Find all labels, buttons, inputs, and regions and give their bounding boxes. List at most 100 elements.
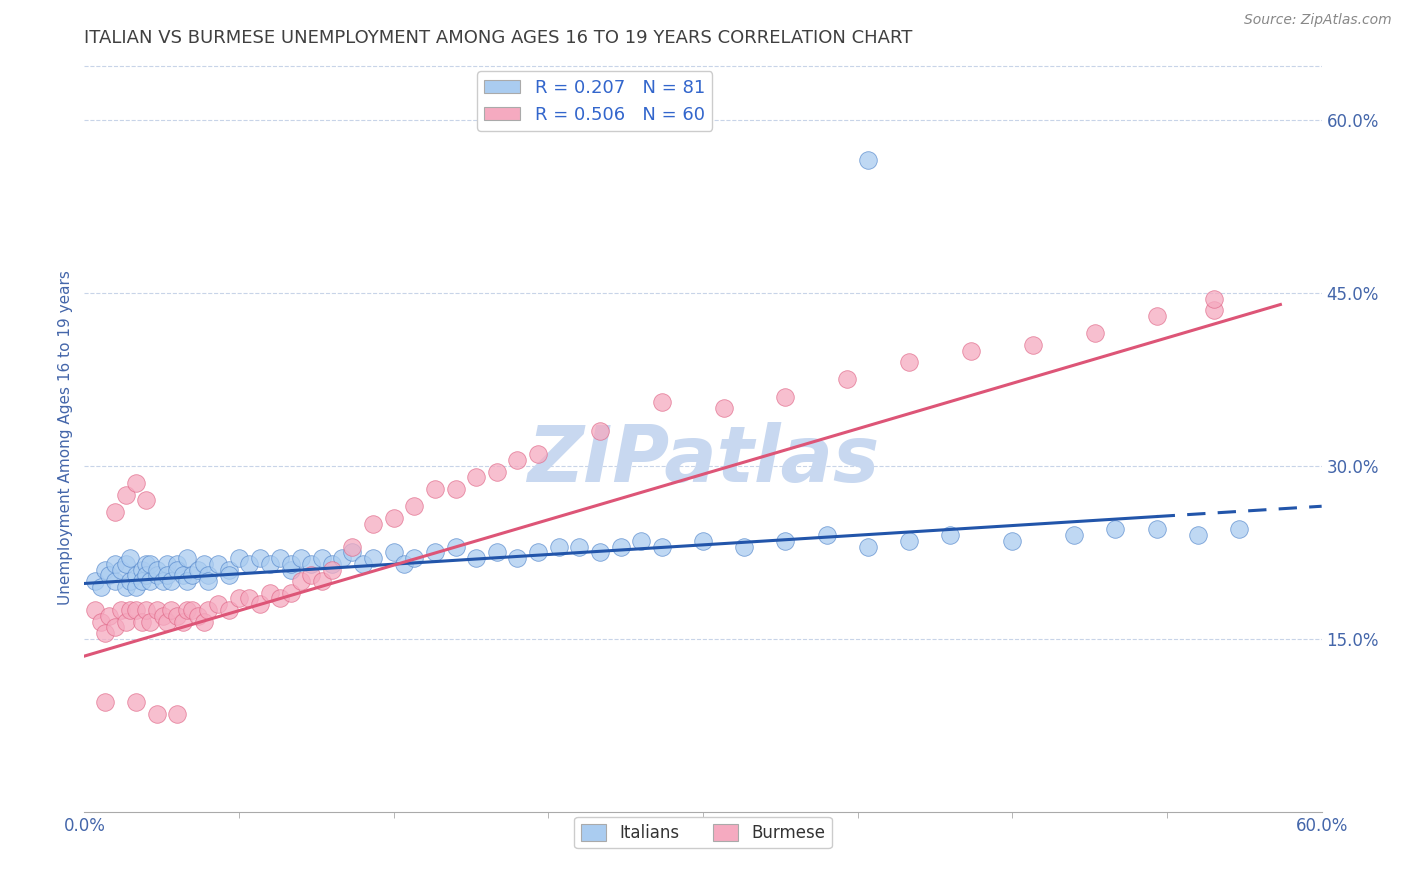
Point bbox=[152, 608, 174, 623]
Point bbox=[145, 563, 167, 577]
Point bbox=[280, 563, 302, 577]
Point bbox=[94, 695, 117, 709]
Point bbox=[423, 545, 446, 559]
Point bbox=[249, 551, 271, 566]
Point bbox=[187, 563, 209, 577]
Point bbox=[589, 545, 612, 559]
Point bbox=[160, 574, 183, 589]
Point bbox=[815, 528, 838, 542]
Point bbox=[118, 603, 141, 617]
Point bbox=[114, 615, 136, 629]
Point bbox=[118, 551, 141, 566]
Point bbox=[506, 551, 529, 566]
Point bbox=[290, 574, 312, 589]
Point bbox=[83, 603, 105, 617]
Point bbox=[156, 568, 179, 582]
Point bbox=[311, 551, 333, 566]
Point bbox=[1204, 292, 1226, 306]
Point bbox=[176, 551, 198, 566]
Text: Source: ZipAtlas.com: Source: ZipAtlas.com bbox=[1244, 13, 1392, 28]
Point bbox=[110, 563, 132, 577]
Point bbox=[152, 574, 174, 589]
Point bbox=[166, 563, 188, 577]
Point bbox=[187, 608, 209, 623]
Point bbox=[218, 603, 240, 617]
Point bbox=[193, 557, 215, 571]
Point bbox=[197, 574, 219, 589]
Point bbox=[259, 557, 281, 571]
Point bbox=[342, 545, 364, 559]
Point bbox=[1146, 522, 1168, 536]
Point bbox=[1104, 522, 1126, 536]
Point bbox=[280, 585, 302, 599]
Point bbox=[361, 551, 384, 566]
Point bbox=[506, 453, 529, 467]
Point bbox=[135, 603, 157, 617]
Point bbox=[465, 551, 488, 566]
Point bbox=[145, 706, 167, 721]
Point bbox=[180, 568, 202, 582]
Point bbox=[125, 568, 148, 582]
Point bbox=[299, 568, 322, 582]
Point bbox=[114, 557, 136, 571]
Point bbox=[135, 493, 157, 508]
Point bbox=[90, 615, 112, 629]
Point bbox=[547, 540, 569, 554]
Point bbox=[156, 557, 179, 571]
Point bbox=[197, 603, 219, 617]
Point bbox=[392, 557, 415, 571]
Point bbox=[104, 574, 127, 589]
Y-axis label: Unemployment Among Ages 16 to 19 years: Unemployment Among Ages 16 to 19 years bbox=[58, 269, 73, 605]
Point bbox=[114, 580, 136, 594]
Point bbox=[1146, 309, 1168, 323]
Legend: Italians, Burmese: Italians, Burmese bbox=[574, 817, 832, 848]
Point bbox=[609, 540, 631, 554]
Point bbox=[104, 620, 127, 634]
Point bbox=[172, 615, 194, 629]
Point bbox=[382, 545, 405, 559]
Point bbox=[898, 533, 921, 548]
Point bbox=[856, 540, 879, 554]
Point bbox=[135, 557, 157, 571]
Point bbox=[172, 568, 194, 582]
Point bbox=[1187, 528, 1209, 542]
Point bbox=[939, 528, 962, 542]
Point bbox=[160, 603, 183, 617]
Point bbox=[145, 568, 167, 582]
Point bbox=[131, 615, 153, 629]
Point bbox=[321, 557, 343, 571]
Point bbox=[104, 557, 127, 571]
Point bbox=[775, 390, 797, 404]
Point bbox=[238, 591, 260, 606]
Point bbox=[131, 574, 153, 589]
Point bbox=[135, 568, 157, 582]
Point bbox=[1001, 533, 1024, 548]
Point bbox=[342, 540, 364, 554]
Point bbox=[193, 615, 215, 629]
Point bbox=[166, 706, 188, 721]
Point bbox=[733, 540, 755, 554]
Point bbox=[176, 603, 198, 617]
Point bbox=[110, 603, 132, 617]
Point bbox=[404, 500, 426, 514]
Point bbox=[207, 557, 229, 571]
Point bbox=[527, 545, 550, 559]
Point bbox=[249, 597, 271, 611]
Point bbox=[361, 516, 384, 531]
Point bbox=[1204, 303, 1226, 318]
Point bbox=[94, 626, 117, 640]
Point bbox=[898, 355, 921, 369]
Point bbox=[269, 591, 291, 606]
Point bbox=[238, 557, 260, 571]
Point bbox=[630, 533, 652, 548]
Point bbox=[1227, 522, 1250, 536]
Point bbox=[176, 574, 198, 589]
Point bbox=[527, 447, 550, 461]
Point bbox=[114, 488, 136, 502]
Point bbox=[269, 551, 291, 566]
Point bbox=[125, 695, 148, 709]
Text: ZIPatlas: ZIPatlas bbox=[527, 422, 879, 498]
Point bbox=[589, 425, 612, 439]
Point bbox=[568, 540, 591, 554]
Point bbox=[197, 568, 219, 582]
